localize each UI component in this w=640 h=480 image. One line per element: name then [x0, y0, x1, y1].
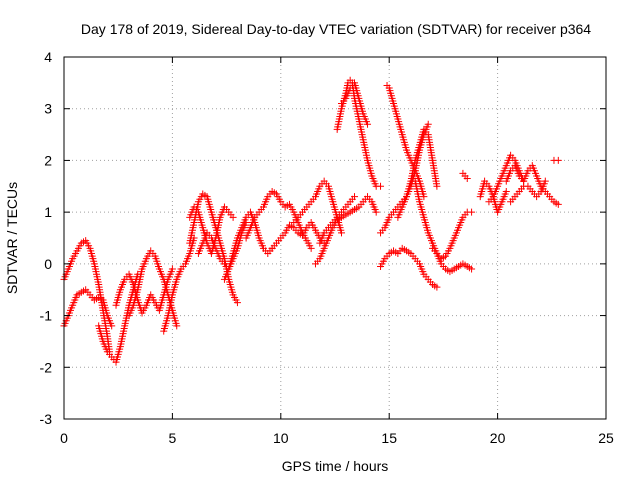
- series-arc-18: [377, 244, 441, 291]
- series-arc-6: [160, 234, 198, 335]
- data-point: [233, 299, 241, 307]
- x-tick-label: 20: [490, 430, 506, 446]
- x-axis-label: GPS time / hours: [282, 458, 389, 474]
- series-arc-2: [60, 286, 116, 330]
- series-arc-24: [459, 169, 471, 183]
- data-point: [229, 213, 237, 221]
- series-arc-15: [316, 193, 359, 247]
- series-arc-17: [338, 79, 372, 128]
- series-arc-29: [550, 156, 562, 164]
- x-tick-label: 5: [169, 430, 177, 446]
- data-point: [372, 208, 380, 216]
- series-arc-28: [507, 177, 549, 206]
- series-arc-12: [268, 218, 328, 252]
- y-tick-label: -2: [40, 359, 53, 375]
- data-point: [338, 229, 346, 237]
- data-point: [468, 265, 476, 273]
- x-tick-label: 10: [273, 430, 289, 446]
- data-point: [377, 182, 385, 190]
- series-arc-5: [125, 247, 181, 330]
- data-point: [307, 244, 315, 252]
- data-point: [173, 322, 181, 330]
- data-point: [463, 175, 471, 183]
- y-tick-label: 4: [44, 49, 52, 65]
- axis-ticks: 0 5 10 15 20 25 -3 -2 -1 0 1 2 3 4: [40, 49, 614, 446]
- series-arc-27: [502, 162, 562, 208]
- x-tick-label: 0: [60, 430, 68, 446]
- data-point: [554, 200, 562, 208]
- series-arc-23: [429, 244, 476, 276]
- data-point: [433, 283, 441, 291]
- series-arc-21: [394, 125, 441, 221]
- x-tick-label: 25: [598, 430, 614, 446]
- y-tick-label: 2: [44, 152, 52, 168]
- data-point: [351, 193, 359, 201]
- data-point: [541, 177, 549, 185]
- data-point: [502, 187, 510, 195]
- data-point: [433, 182, 441, 190]
- y-axis-label: SDTVAR / TECUs: [4, 182, 20, 294]
- y-tick-label: -3: [40, 411, 53, 427]
- y-tick-label: 0: [44, 256, 52, 272]
- data-point: [424, 120, 432, 128]
- y-tick-label: 3: [44, 101, 52, 117]
- data-point: [468, 208, 476, 216]
- series-arc-11: [242, 187, 315, 252]
- data-marks: [60, 76, 562, 366]
- plot-frame: [63, 56, 607, 420]
- series-arc-8: [186, 203, 237, 258]
- y-tick-label: 1: [44, 204, 52, 220]
- data-point: [554, 156, 562, 164]
- y-tick-label: -1: [40, 308, 53, 324]
- x-tick-label: 15: [381, 430, 397, 446]
- chart-title: Day 178 of 2019, Sidereal Day-to-day VTE…: [81, 21, 591, 37]
- data-point: [364, 120, 372, 128]
- data-point: [108, 322, 116, 330]
- data-point: [168, 265, 176, 273]
